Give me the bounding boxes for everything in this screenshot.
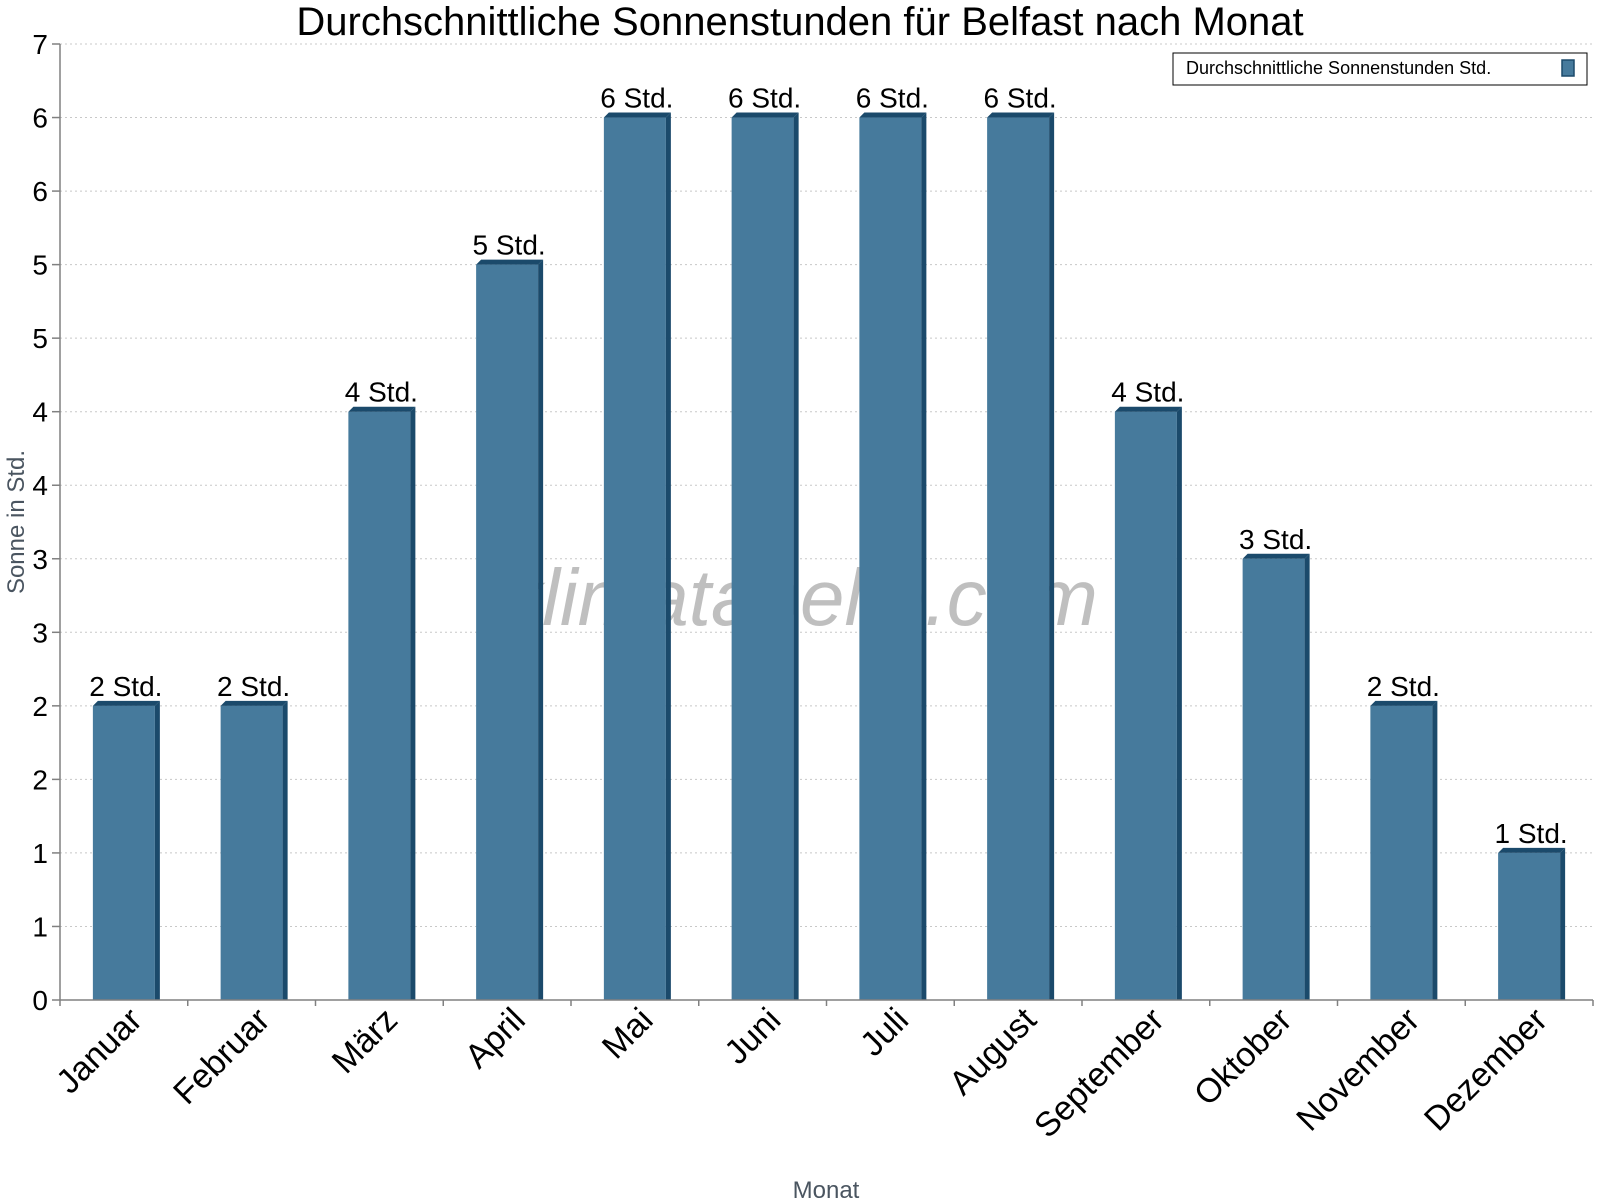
- y-tick-label: 6: [32, 176, 48, 207]
- bar-side: [154, 700, 160, 1000]
- bar-side: [282, 700, 288, 1000]
- y-tick-label: 4: [32, 397, 48, 428]
- bar-top: [603, 112, 671, 118]
- bar-top: [1114, 406, 1182, 412]
- bar: [92, 700, 160, 1000]
- y-tick-label: 1: [32, 838, 48, 869]
- bar-face: [603, 117, 666, 1001]
- y-tick-label: 7: [32, 29, 48, 60]
- y-tick-label: 2: [32, 764, 48, 795]
- y-axis-label: Sonne in Std.: [3, 450, 30, 594]
- bar: [859, 112, 927, 1001]
- bar-side: [538, 259, 544, 1001]
- bar: [987, 112, 1055, 1001]
- bar-side: [1176, 406, 1182, 1000]
- bar: [1498, 847, 1566, 1000]
- bar-top: [220, 700, 288, 706]
- data-label: 4 Std.: [1111, 377, 1184, 408]
- y-tick-label: 4: [32, 470, 48, 501]
- bar: [731, 112, 799, 1001]
- bar-side: [1432, 700, 1438, 1000]
- data-labels: 2 Std. 2 Std. 4 Std. 5 Std. 6 Std. 6 Std. 6 St…: [89, 83, 1567, 849]
- y-tick-label: 0: [32, 985, 48, 1016]
- bar-top: [731, 112, 799, 118]
- x-axis-label: Monat: [793, 1177, 860, 1200]
- bar-face: [987, 117, 1050, 1001]
- bar-top: [1370, 700, 1438, 706]
- bar-face: [1498, 852, 1561, 1000]
- data-label: 5 Std.: [473, 230, 546, 261]
- gridlines: [60, 43, 1593, 927]
- bar-top: [92, 700, 160, 706]
- data-label: 2 Std.: [89, 671, 162, 702]
- data-label: 6 Std.: [600, 83, 673, 114]
- bar-side: [793, 112, 799, 1001]
- bar-face: [348, 411, 411, 1000]
- bar-top: [1498, 847, 1566, 853]
- data-label: 4 Std.: [345, 377, 418, 408]
- chart-title: Durchschnittliche Sonnenstunden für Belf…: [296, 0, 1303, 44]
- bar-top: [859, 112, 927, 118]
- bar-face: [1370, 705, 1433, 1000]
- legend-label: Durchschnittliche Sonnenstunden Std.: [1186, 58, 1491, 78]
- bar-top: [476, 259, 544, 265]
- bar-face: [1114, 411, 1177, 1000]
- data-label: 6 Std.: [728, 83, 801, 114]
- y-tick-label: 2: [32, 691, 48, 722]
- bar-face: [1242, 558, 1305, 1000]
- data-label: 6 Std.: [856, 83, 929, 114]
- data-label: 6 Std.: [984, 83, 1057, 114]
- bar: [476, 259, 544, 1001]
- bar: [220, 700, 288, 1000]
- bar-side: [1560, 847, 1566, 1000]
- data-label: 3 Std.: [1239, 524, 1312, 555]
- data-label: 2 Std.: [1367, 671, 1440, 702]
- bar-side: [410, 406, 416, 1000]
- bar-face: [859, 117, 922, 1001]
- y-tick-label: 3: [32, 617, 48, 648]
- bar-face: [731, 117, 794, 1001]
- bar-side: [921, 112, 927, 1001]
- y-tick-label: 1: [32, 911, 48, 942]
- bar-face: [220, 705, 283, 1000]
- bar-face: [476, 264, 539, 1001]
- bar: [1114, 406, 1182, 1000]
- bars: [92, 112, 1566, 1001]
- legend-box: [1172, 52, 1588, 86]
- data-label: 1 Std.: [1495, 818, 1568, 849]
- bar-side: [1304, 553, 1310, 1000]
- bar: [603, 112, 671, 1001]
- legend: Durchschnittliche Sonnenstunden Std.: [1172, 52, 1588, 86]
- y-tick-label: 5: [32, 250, 48, 281]
- bar: [1242, 553, 1310, 1000]
- bar-top: [987, 112, 1055, 118]
- bar-face: [92, 705, 155, 1000]
- legend-swatch: [1561, 59, 1575, 77]
- data-label: 2 Std.: [217, 671, 290, 702]
- y-tick-label: 5: [32, 323, 48, 354]
- y-tick-label: 3: [32, 544, 48, 575]
- bar-side: [1049, 112, 1055, 1001]
- bar: [1370, 700, 1438, 1000]
- bar-side: [665, 112, 671, 1001]
- bar-top: [1242, 553, 1310, 559]
- bar-top: [348, 406, 416, 412]
- y-tick-label: 6: [32, 103, 48, 134]
- y-axis-ticks: 0 1 1 2 2 3 3 4 4 5 5 6 6 7: [32, 29, 60, 1016]
- bar: [348, 406, 416, 1000]
